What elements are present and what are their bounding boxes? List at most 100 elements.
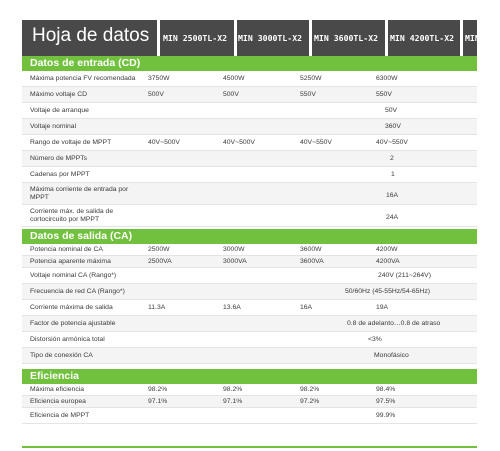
row-label: Tipo de conexión CA xyxy=(30,352,93,359)
section-title: Datos de salida (CA) xyxy=(30,230,133,242)
cell-value: 19A xyxy=(376,304,389,311)
section-header: Datos de salida (CA) xyxy=(22,229,477,244)
cell-value: 50V xyxy=(385,107,398,114)
cell-value: 360V xyxy=(385,123,401,130)
row-label: Voltaje de arranque xyxy=(30,107,89,114)
column-divider xyxy=(234,20,237,56)
cell-value: 40V~550V xyxy=(376,139,408,146)
cell-value: 50/60Hz (45-55Hz/54-65Hz) xyxy=(345,288,431,295)
section-header: Datos de entrada (CD) xyxy=(22,56,477,71)
table-row: Factor de potencia ajustable 0.8 de adela… xyxy=(22,316,477,332)
table-header: Hoja de datos MIN 2500TL-X2 MIN 3000TL-X… xyxy=(22,20,477,56)
row-label: Máxima corriente de entrada por MPPT xyxy=(30,186,129,201)
cell-value: 2 xyxy=(390,155,394,162)
cell-value: 98.2% xyxy=(223,386,243,393)
cell-value: 500V xyxy=(148,91,164,98)
table-row: Voltaje nominal CA (Rango*) 240V (211~264… xyxy=(22,268,477,284)
row-label: Corriente máxima de salida xyxy=(30,304,113,311)
cell-value: 550V xyxy=(376,91,392,98)
table-row: Voltaje nominal 360V xyxy=(22,119,477,135)
cell-value: 40V~500V xyxy=(148,139,180,146)
row-label: Voltaje nominal CA (Rango*) xyxy=(30,272,117,279)
table-row: Eficiencia de MPPT 99.9% xyxy=(22,408,477,424)
model-header: MIN 2500TL-X2 xyxy=(163,33,228,43)
table-row: Máxima corriente de entrada por MPPT 16A xyxy=(22,183,477,205)
bottom-rule xyxy=(22,446,477,448)
cell-value: 98.2% xyxy=(300,386,320,393)
page-title: Hoja de datos xyxy=(32,25,150,46)
row-label: Rango de voltaje de MPPT xyxy=(30,139,112,146)
row-label: Potencia nominal de CA xyxy=(30,246,103,253)
table-row: Máxima eficiencia 98.2% 98.2% 98.2% 98.4% xyxy=(22,384,477,396)
cell-value: 98.4% xyxy=(376,386,396,393)
section-title: Eficiencia xyxy=(30,370,80,382)
model-header: MIN 3000TL-X2 xyxy=(238,33,303,43)
cell-value: 4500W xyxy=(223,75,245,82)
cell-value: 3000VA xyxy=(223,258,247,265)
cell-value: Monofásico xyxy=(374,352,409,359)
row-label: Potencia aparente máxima xyxy=(30,258,111,265)
cell-value: 97.5% xyxy=(376,398,396,405)
cell-value: 4200W xyxy=(376,246,398,253)
cell-value: 3750W xyxy=(148,75,170,82)
table-row: Rango de voltaje de MPPT 40V~500V 40V~500V… xyxy=(22,135,477,151)
row-label: Máxima potencia FV recomendada xyxy=(30,75,136,82)
cell-value: 13.6A xyxy=(223,304,241,311)
cell-value: 11.3A xyxy=(148,304,166,311)
cell-value: 3000W xyxy=(223,246,245,253)
table-row: Potencia nominal de CA 2500W 3000W 3600W 420… xyxy=(22,244,477,256)
table-row: Máximo voltaje CD 500V 500V 550V 550V xyxy=(22,87,477,103)
cell-value: 16A xyxy=(386,192,399,199)
row-label: Cadenas por MPPT xyxy=(30,171,90,178)
cell-value: 0.8 de adelanto…0.8 de atraso xyxy=(347,320,441,327)
column-divider xyxy=(157,20,160,56)
cell-value: 240V (211~264V) xyxy=(378,272,431,279)
table-row: Corriente máx. de salida de cortocircuit… xyxy=(22,205,477,227)
cell-value: 1 xyxy=(391,171,395,178)
model-header: MIN 3600TL-X2 xyxy=(314,33,379,43)
table-row: Máxima potencia FV recomendada 3750W 4500W… xyxy=(22,71,477,87)
row-label: Corriente máx. de salida de cortocircuit… xyxy=(30,208,114,223)
section-header: Eficiencia xyxy=(22,369,477,384)
row-label: Voltaje nominal xyxy=(30,123,77,130)
column-divider xyxy=(309,20,312,56)
row-label: Máxima eficiencia xyxy=(30,386,85,393)
cell-value: 40V~500V xyxy=(223,139,255,146)
row-label: Frecuencia de red CA (Rango*) xyxy=(30,288,125,295)
table-row: Voltaje de arranque 50V xyxy=(22,103,477,119)
cell-value: 97.2% xyxy=(300,398,320,405)
row-label: Eficiencia de MPPT xyxy=(30,412,90,419)
cell-value: 4200VA xyxy=(376,258,400,265)
row-label: Factor de potencia ajustable xyxy=(30,320,116,327)
table-row: Distorsión armónica total <3% xyxy=(22,332,477,348)
table-row: Eficiencia europea 97.1% 97.1% 97.2% 97.5% xyxy=(22,396,477,408)
column-divider xyxy=(385,20,388,56)
cell-value: 97.1% xyxy=(223,398,243,405)
cell-value: 5250W xyxy=(300,75,322,82)
cell-value: 2500VA xyxy=(148,258,172,265)
model-header: MIN xyxy=(465,33,477,43)
row-label: Máximo voltaje CD xyxy=(30,91,88,98)
row-label: Eficiencia europea xyxy=(30,398,86,405)
cell-value: 40V~550V xyxy=(300,139,332,146)
cell-value: 16A xyxy=(300,304,313,311)
cell-value: 98.2% xyxy=(148,386,168,393)
model-header: MIN 4200TL-X2 xyxy=(390,33,455,43)
table-row: Potencia aparente máxima 2500VA 3000VA 3600… xyxy=(22,256,477,268)
table-row: Frecuencia de red CA (Rango*) 50/60Hz (45… xyxy=(22,284,477,300)
table-row: Corriente máxima de salida 11.3A 13.6A 16A 1… xyxy=(22,300,477,316)
row-label: Distorsión armónica total xyxy=(30,336,105,343)
cell-value: 97.1% xyxy=(148,398,168,405)
row-label: Número de MPPTs xyxy=(30,155,88,162)
cell-value: 550V xyxy=(300,91,316,98)
table-row: Cadenas por MPPT 1 xyxy=(22,167,477,183)
cell-value: 24A xyxy=(386,214,399,221)
cell-value: 3600VA xyxy=(300,258,324,265)
cell-value: 99.9% xyxy=(376,412,396,419)
section-title: Datos de entrada (CD) xyxy=(30,57,141,69)
cell-value: 6300W xyxy=(376,75,398,82)
cell-value: <3% xyxy=(368,336,382,343)
cell-value: 3600W xyxy=(300,246,322,253)
table-row: Tipo de conexión CA Monofásico xyxy=(22,348,477,364)
table-row: Número de MPPTs 2 xyxy=(22,151,477,167)
